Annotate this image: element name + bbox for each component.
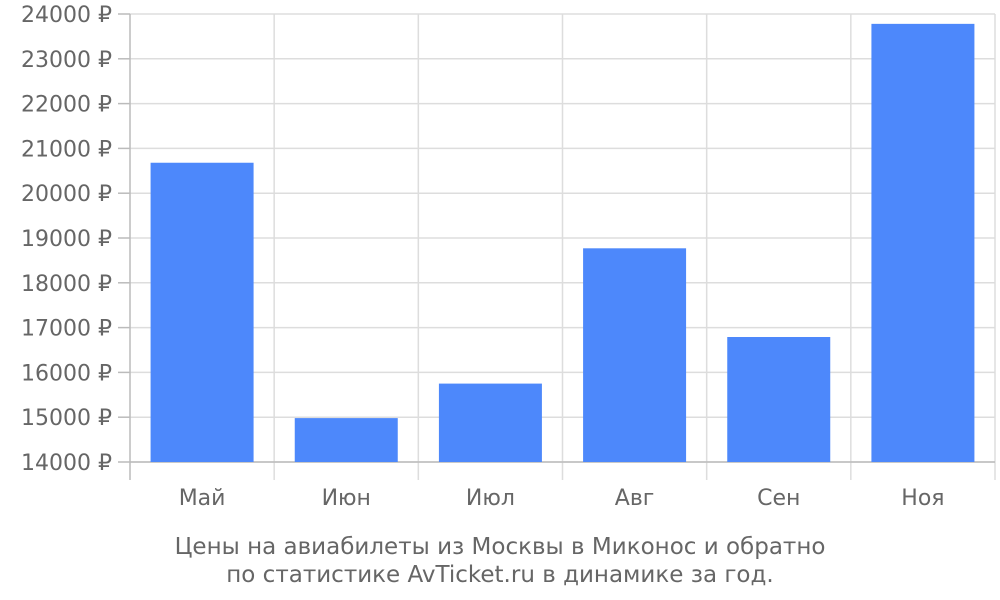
- bar-chart-plot: 14000 ₽ 15000 ₽ 16000 ₽ 17000 ₽ 18000 ₽ 19000…: [21, 3, 996, 511]
- y-tick-label: 19000 ₽: [21, 227, 112, 252]
- x-tick-label: Июн: [322, 486, 371, 511]
- x-tick-label: Май: [179, 486, 226, 511]
- x-tick-label: Июл: [466, 486, 515, 511]
- bar-Июл: [438, 383, 542, 462]
- y-tick-label: 20000 ₽: [21, 182, 112, 207]
- bar-Май: [150, 162, 254, 462]
- y-tick-label: 16000 ₽: [21, 361, 112, 386]
- x-tick-label: Ноя: [901, 486, 944, 511]
- y-tick-label: 17000 ₽: [21, 317, 112, 342]
- y-tick-label: 23000 ₽: [21, 48, 112, 73]
- chart-caption-line-2: по статистике AvTicket.ru в динамике за …: [226, 562, 774, 588]
- y-tick-label: 22000 ₽: [21, 93, 112, 118]
- x-tick-label: Авг: [615, 486, 655, 511]
- chart-caption-line-1: Цены на авиабилеты из Москвы в Миконос и…: [174, 534, 826, 560]
- y-tick-label: 24000 ₽: [21, 3, 112, 28]
- x-tick-label: Сен: [757, 486, 800, 511]
- y-tick-label: 15000 ₽: [21, 406, 112, 431]
- y-tick-label: 18000 ₽: [21, 272, 112, 297]
- bar-Сен: [727, 337, 831, 462]
- bar-Июн: [294, 418, 398, 462]
- bar-Ноя: [871, 23, 975, 463]
- bar-Авг: [583, 248, 687, 462]
- y-tick-label: 21000 ₽: [21, 137, 112, 162]
- y-tick-label: 14000 ₽: [21, 451, 112, 476]
